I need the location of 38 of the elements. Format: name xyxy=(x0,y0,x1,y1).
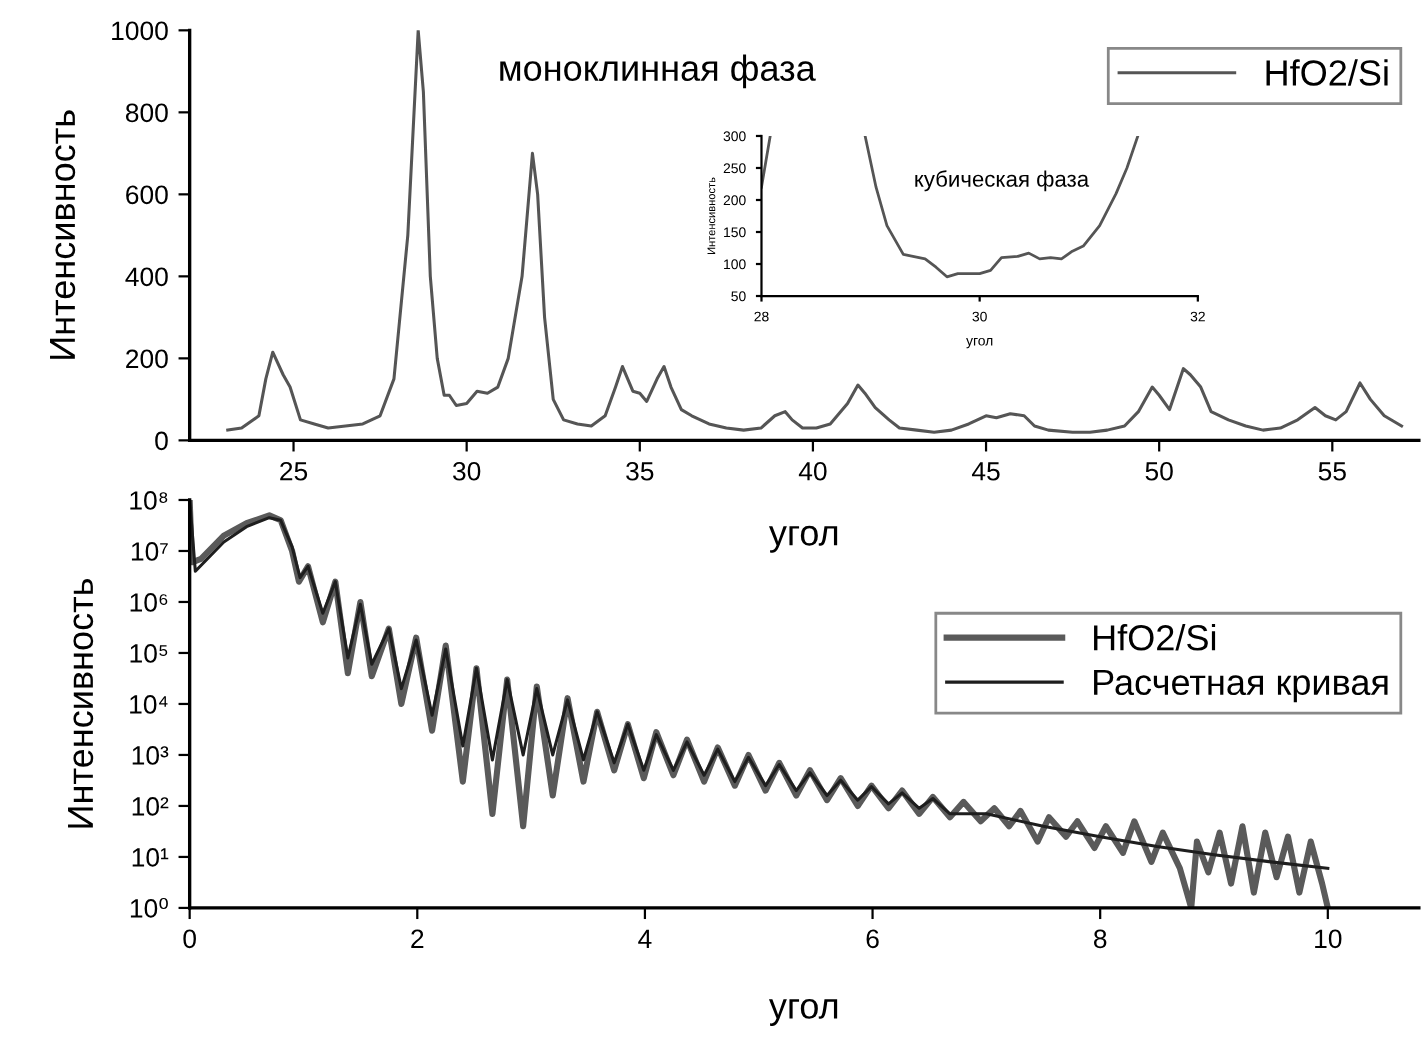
x-tick-label: 0 xyxy=(183,929,196,949)
x-tick-label: 50 xyxy=(1145,461,1173,481)
y-tick-label: 10³ xyxy=(132,746,169,765)
x-axis-title: угол xyxy=(768,998,838,1026)
y-tick-label: 10⁴ xyxy=(130,695,168,714)
annotation: моноклинная фаза xyxy=(500,54,816,89)
y-tick-label: 600 xyxy=(126,185,168,205)
y-tick-label: 0 xyxy=(155,431,168,451)
y-tick-label: 10⁵ xyxy=(130,644,168,663)
x-tick-label: 2 xyxy=(411,929,424,948)
legend-label: HfO2/Si xyxy=(1094,624,1216,651)
y-axis-title: Интенсивность xyxy=(50,110,76,359)
y-tick-label: 10⁷ xyxy=(131,542,168,561)
y-tick-label: 10² xyxy=(132,797,169,816)
y-tick-label: 10¹ xyxy=(132,848,169,867)
y-tick-label: 200 xyxy=(126,349,168,369)
legend-label: Расчетная кривая xyxy=(1094,669,1388,703)
y-tick-label: 10⁰ xyxy=(130,897,168,918)
x-tick-label: 35 xyxy=(626,461,654,481)
legend-label: HfO2/Si xyxy=(1266,59,1388,86)
x-tick-label: 55 xyxy=(1318,462,1346,481)
x-tick-label: 25 xyxy=(280,461,308,481)
line-series xyxy=(226,30,1404,434)
y-axis-title: Интенсивность xyxy=(68,578,94,828)
x-tick-label: 45 xyxy=(971,462,1000,481)
y-tick-label: 1000 xyxy=(112,21,168,41)
x-tick-label: 30 xyxy=(452,461,481,481)
x-axis-title: угол xyxy=(768,525,838,553)
y-tick-label: 10⁸ xyxy=(130,491,168,510)
y-tick-label: 10⁶ xyxy=(130,593,168,612)
x-tick-label: 6 xyxy=(866,929,879,949)
x-tick-label: 4 xyxy=(638,929,652,948)
x-tick-label: 8 xyxy=(1093,929,1107,949)
x-tick-label: 10 xyxy=(1315,929,1342,949)
y-tick-label: 400 xyxy=(125,267,168,287)
x-tick-label: 40 xyxy=(798,461,827,481)
y-tick-label: 800 xyxy=(125,103,168,123)
annotation: кубическая фаза xyxy=(915,170,1090,192)
